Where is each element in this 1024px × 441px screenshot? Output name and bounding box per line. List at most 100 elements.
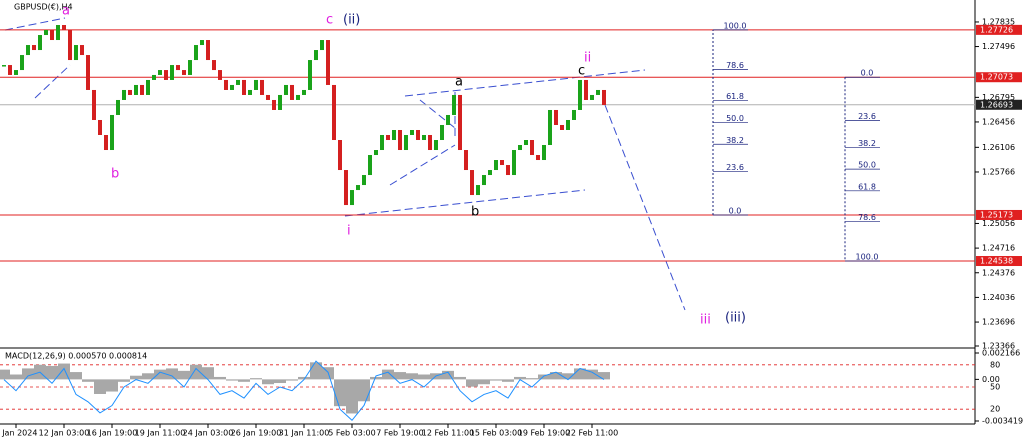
y-tick-label: 1.26106 (982, 143, 1015, 152)
candle (302, 89, 306, 95)
candle (146, 79, 150, 95)
last-price-label: 1.26693 (980, 100, 1013, 109)
candle (530, 140, 534, 156)
macd-bar (106, 379, 118, 392)
candle (548, 109, 552, 146)
wave-label: (ii) (343, 13, 360, 28)
fib-label: 38.2 (726, 136, 744, 145)
macd-bar (178, 370, 190, 380)
candle (2, 65, 6, 67)
candle (506, 165, 510, 176)
x-tick-label: 24 Jan 03:00 (183, 429, 234, 438)
candle (38, 35, 42, 51)
macd-bar (0, 369, 10, 380)
macd-bar (502, 379, 514, 382)
candle (368, 155, 372, 176)
x-tick-label: 7 Feb 19:00 (376, 429, 423, 438)
y2-tick-label: 0.00 (982, 375, 1000, 384)
wave-label: (iii) (725, 311, 746, 326)
candle (104, 135, 108, 151)
candle (32, 45, 36, 51)
macd-bar (394, 372, 406, 380)
trendline (389, 144, 456, 186)
candle (494, 160, 498, 171)
candle (14, 70, 18, 75)
candle (134, 84, 138, 95)
level-label-box (976, 256, 1022, 267)
macd-bar (490, 379, 502, 381)
candle (434, 140, 438, 151)
fib-label: 100.0 (856, 253, 879, 262)
fib-label: 38.2 (858, 139, 876, 148)
level-label-box (976, 209, 1022, 220)
wave-label: a (62, 4, 70, 19)
macd-bar (370, 376, 382, 380)
macd-bar (550, 372, 562, 380)
macd-bar (166, 368, 178, 380)
candle (512, 150, 516, 176)
macd-title: MACD(12,26,9) 0.000570 0.000814 (5, 352, 147, 361)
candle (326, 40, 330, 85)
y2-tick-label: 0.002166 (982, 349, 1020, 358)
candle (602, 89, 606, 105)
x-tick-label: 19 Feb 19:00 (518, 429, 570, 438)
level-label: 1.27073 (980, 73, 1013, 82)
candle (380, 135, 384, 151)
candle (170, 65, 174, 80)
candle (554, 109, 558, 125)
wave-label: b (111, 167, 119, 182)
candle (404, 135, 408, 151)
candle (584, 79, 588, 100)
candle (230, 84, 234, 90)
candle (206, 40, 210, 61)
level-label: 1.25173 (980, 210, 1013, 219)
fib-label: 0.0 (729, 206, 742, 215)
x-tick-label: 26 Jan 19:00 (231, 429, 282, 438)
candle (62, 25, 66, 31)
last-price-box (976, 99, 1022, 110)
candle (422, 135, 426, 141)
macd-bar (226, 379, 238, 381)
candle (560, 124, 564, 130)
trendline (4, 17, 66, 31)
candle (350, 190, 354, 206)
macd-bar (562, 373, 574, 380)
candle (140, 84, 144, 95)
macd-bar (334, 379, 346, 407)
trendlines (4, 17, 686, 311)
macd-bar (442, 370, 454, 380)
fib-label: 78.6 (858, 213, 876, 222)
candle (572, 109, 576, 120)
macd-bar (202, 367, 214, 380)
candle (272, 99, 276, 110)
candle (410, 129, 414, 136)
candle (74, 45, 78, 61)
x-tick-label: 12 Feb 11:00 (422, 429, 474, 438)
y-tick-label: 1.24376 (982, 268, 1015, 277)
candle (122, 89, 126, 100)
macd-bar (238, 379, 250, 382)
projection (604, 104, 686, 311)
candle (386, 135, 390, 141)
level-label: 1.24538 (980, 257, 1013, 266)
macd-bar (262, 379, 274, 385)
candle (128, 89, 132, 95)
candle (260, 79, 264, 95)
candle (278, 94, 282, 110)
candle (482, 175, 486, 186)
x-tick-label: 12 Jan 03:00 (39, 429, 90, 438)
macd-bar (406, 373, 418, 380)
x-tick-label: 15 Feb 03:00 (470, 429, 522, 438)
level-label-box (976, 72, 1022, 83)
macd-bar (70, 372, 82, 380)
macd-bar (298, 376, 310, 380)
y-tick-label: 80 (990, 360, 1000, 369)
candle (464, 150, 468, 171)
macd-bar (190, 364, 202, 380)
candle (236, 79, 240, 85)
macd-bar (130, 375, 142, 380)
candle (596, 89, 600, 95)
candle (26, 45, 30, 56)
candle (182, 70, 186, 75)
wave-label: iii (700, 313, 711, 328)
